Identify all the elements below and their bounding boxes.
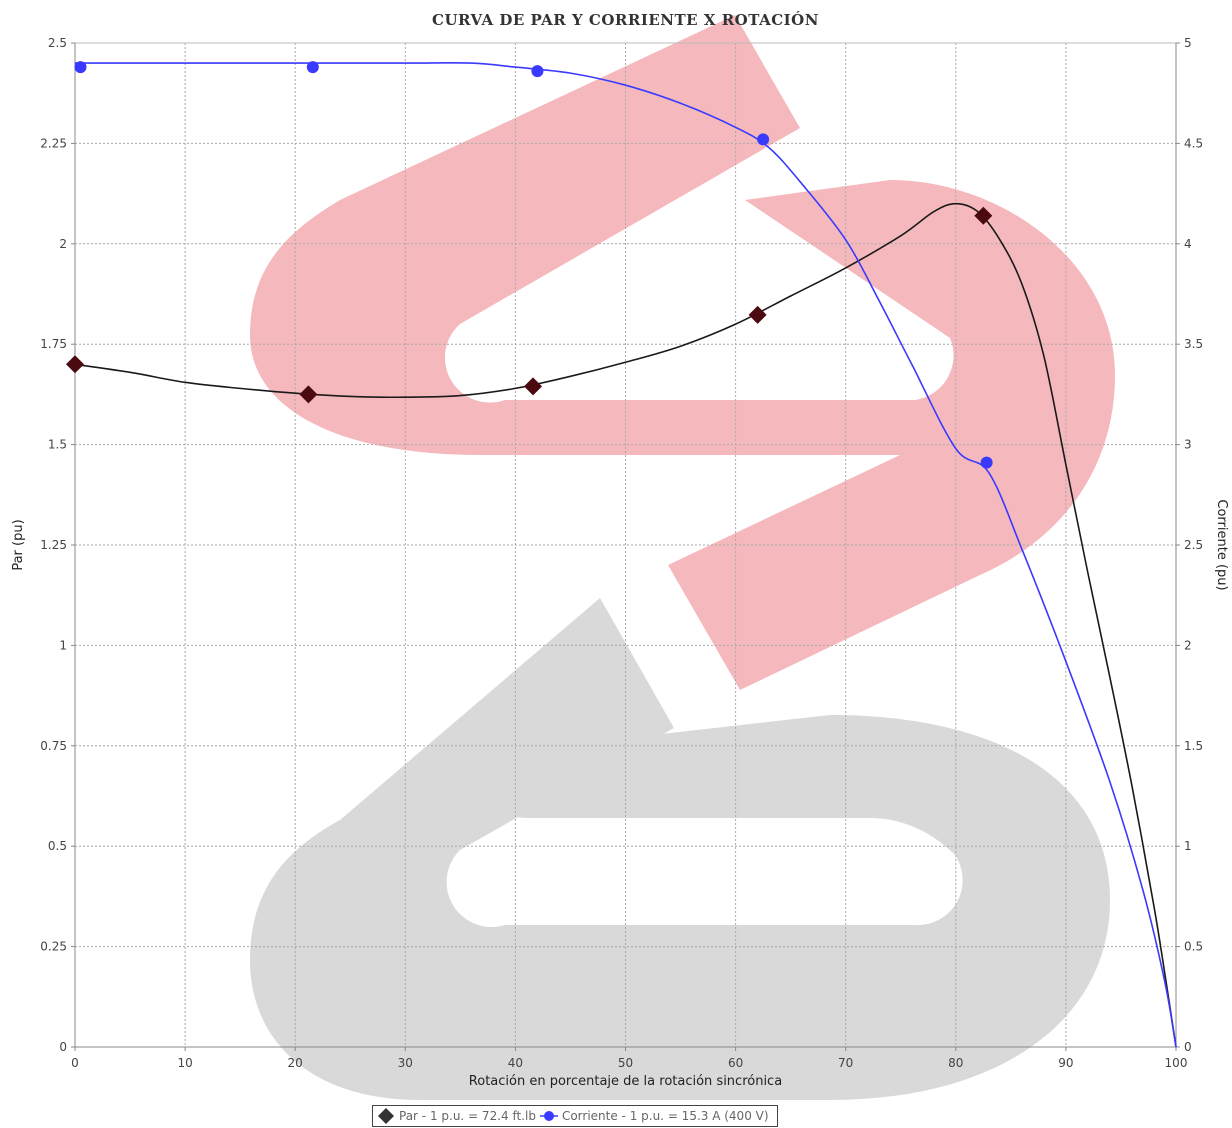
y-right-tick-label: 5 bbox=[1184, 36, 1192, 50]
y-right-tick-label: 2 bbox=[1184, 638, 1192, 652]
x-tick-label: 70 bbox=[838, 1056, 853, 1070]
data-point-par bbox=[748, 305, 767, 324]
data-point-par bbox=[974, 206, 993, 225]
y-right-tick-label: 1 bbox=[1184, 839, 1192, 853]
y-left-tick-label: 1.25 bbox=[40, 538, 67, 552]
x-tick-label: 50 bbox=[618, 1056, 633, 1070]
watermark-gray-shape bbox=[250, 598, 1110, 1100]
x-tick-label: 10 bbox=[177, 1056, 192, 1070]
markers-layer bbox=[66, 61, 993, 469]
x-tick-label: 100 bbox=[1165, 1056, 1188, 1070]
y-left-tick-label: 0 bbox=[59, 1040, 67, 1054]
data-point-corriente bbox=[757, 133, 770, 146]
y-right-tick-label: 0.5 bbox=[1184, 940, 1203, 954]
legend: Par - 1 p.u. = 72.4 ft.lb Corriente - 1 … bbox=[372, 1105, 778, 1127]
legend-label-par: Par - 1 p.u. = 72.4 ft.lb bbox=[399, 1109, 536, 1123]
grid bbox=[75, 43, 1176, 1047]
series-layer bbox=[74, 61, 1177, 1048]
data-point-corriente bbox=[980, 456, 993, 469]
y-left-tick-label: 0.5 bbox=[48, 839, 67, 853]
y-left-tick-label: 2.5 bbox=[48, 36, 67, 50]
x-tick-label: 30 bbox=[398, 1056, 413, 1070]
legend-label-corriente: Corriente - 1 p.u. = 15.3 A (400 V) bbox=[561, 1109, 769, 1123]
legend-item-par: Par - 1 p.u. = 72.4 ft.lb bbox=[377, 1107, 536, 1125]
legend-item-corriente: Corriente - 1 p.u. = 15.3 A (400 V) bbox=[539, 1109, 769, 1123]
watermark-logo bbox=[250, 15, 1115, 1100]
axes bbox=[71, 42, 1180, 1051]
diamond-icon bbox=[378, 1108, 394, 1124]
watermark-red-shape bbox=[250, 15, 1115, 690]
labels-layer: 0 10 20 30 40 50 60 70 80 90 10000.250.50.7511.251… bbox=[11, 11, 1229, 1089]
data-point-par bbox=[66, 355, 84, 374]
y-right-axis-title: Corriente (pu) bbox=[1214, 499, 1229, 590]
x-axis-title: Rotación en porcentaje de la rotación si… bbox=[469, 1074, 782, 1089]
data-point-corriente bbox=[531, 65, 544, 78]
y-left-tick-label: 1 bbox=[59, 638, 67, 652]
circle-icon bbox=[539, 1111, 558, 1121]
x-tick-label: 60 bbox=[728, 1056, 743, 1070]
x-tick-label: 0 bbox=[71, 1056, 79, 1070]
x-tick-label: 20 bbox=[288, 1056, 303, 1070]
y-right-tick-label: 3 bbox=[1184, 438, 1192, 452]
y-left-tick-label: 1.75 bbox=[40, 337, 67, 351]
y-left-tick-label: 0.75 bbox=[40, 739, 67, 753]
series-line-par bbox=[74, 202, 1177, 1048]
y-left-tick-label: 0.25 bbox=[40, 940, 67, 954]
y-right-tick-label: 4 bbox=[1184, 237, 1192, 251]
chart-title: CURVA DE PAR Y CORRIENTE X ROTACIÓN bbox=[432, 11, 819, 29]
y-right-tick-label: 2.5 bbox=[1184, 538, 1203, 552]
y-left-tick-label: 2.25 bbox=[40, 136, 67, 150]
x-tick-label: 80 bbox=[948, 1056, 963, 1070]
y-right-tick-label: 4.5 bbox=[1184, 136, 1203, 150]
chart-svg: 0 10 20 30 40 50 60 70 80 90 10000.250.50.7511.251… bbox=[11, 11, 1229, 1100]
x-tick-label: 90 bbox=[1058, 1056, 1073, 1070]
data-point-corriente bbox=[74, 61, 87, 74]
data-point-corriente bbox=[306, 61, 319, 74]
series-line-corriente bbox=[75, 61, 1177, 1048]
y-left-tick-label: 1.5 bbox=[48, 438, 67, 452]
y-right-tick-label: 0 bbox=[1184, 1040, 1192, 1054]
y-right-tick-label: 1.5 bbox=[1184, 739, 1203, 753]
data-point-par bbox=[524, 377, 543, 396]
y-right-tick-label: 3.5 bbox=[1184, 337, 1203, 351]
data-point-par bbox=[299, 385, 318, 404]
x-tick-label: 40 bbox=[508, 1056, 523, 1070]
y-left-tick-label: 2 bbox=[59, 237, 67, 251]
y-left-axis-title: Par (pu) bbox=[11, 519, 26, 570]
